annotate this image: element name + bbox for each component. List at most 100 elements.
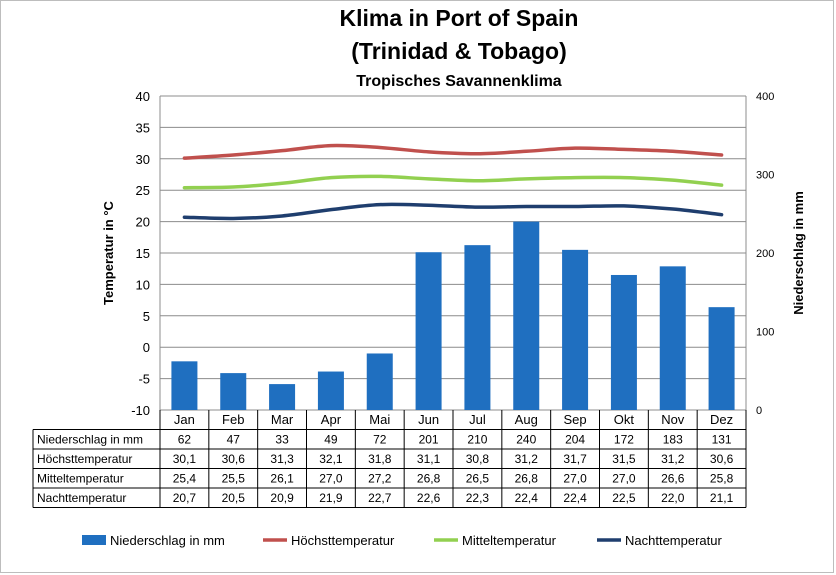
- bar-niederschlag: [317, 371, 344, 410]
- x-tick-label: Nov: [661, 412, 685, 427]
- table-cell: 31,8: [368, 452, 392, 466]
- table-cell: 172: [614, 433, 634, 447]
- table-cell: 183: [663, 433, 683, 447]
- line-h-chsttemperatur: [182, 143, 724, 160]
- y-left-tick-label: 35: [136, 120, 150, 135]
- x-tick-label: Okt: [614, 412, 635, 427]
- y-left-tick-label: 40: [136, 89, 150, 104]
- legend-label: Mitteltemperatur: [462, 533, 557, 548]
- table-cell: 72: [373, 433, 387, 447]
- table-cell: 31,3: [270, 452, 294, 466]
- legend-label: Niederschlag in mm: [110, 533, 225, 548]
- table-cell: 20,9: [270, 491, 294, 505]
- table-cell: 27,0: [612, 472, 636, 486]
- table-cell: 27,0: [319, 472, 343, 486]
- table-cell: 49: [324, 433, 338, 447]
- table-cell: 30,6: [222, 452, 246, 466]
- y-right-tick-label: 200: [756, 248, 774, 260]
- bar-niederschlag: [610, 274, 637, 410]
- table-row-label: Mitteltemperatur: [37, 472, 124, 486]
- table-cell: 31,7: [563, 452, 587, 466]
- bar-niederschlag: [562, 249, 589, 410]
- y-left-tick-label: 5: [143, 309, 150, 324]
- table-cell: 26,1: [270, 472, 294, 486]
- table-cell: 20,5: [222, 491, 246, 505]
- table-cell: 32,1: [319, 452, 343, 466]
- x-tick-label: Jan: [174, 412, 195, 427]
- legend-swatch-bar: [82, 535, 106, 545]
- y-right-tick-label: 300: [756, 170, 774, 182]
- table-cell: 22,4: [563, 491, 587, 505]
- chart-title: Klima in Port of Spain: [339, 5, 579, 31]
- chart-subtitle: Tropisches Savannenklima: [356, 73, 562, 90]
- table-cell: 31,1: [417, 452, 441, 466]
- table-cell: 201: [419, 433, 439, 447]
- bar-niederschlag: [269, 384, 296, 410]
- table-cell: 204: [565, 433, 585, 447]
- bar-niederschlag: [220, 373, 247, 410]
- table-cell: 26,6: [661, 472, 685, 486]
- table-cell: 30,8: [466, 452, 490, 466]
- x-tick-label: Sep: [564, 412, 587, 427]
- bar-niederschlag: [415, 252, 442, 410]
- table-cell: 20,7: [173, 491, 197, 505]
- table-cell: 31,2: [661, 452, 685, 466]
- table-cell: 210: [467, 433, 487, 447]
- table-row-label: Höchsttemperatur: [37, 452, 132, 466]
- table-cell: 22,4: [515, 491, 539, 505]
- bar-niederschlag: [464, 245, 491, 410]
- table-cell: 22,5: [612, 491, 636, 505]
- table-cell: 22,6: [417, 491, 441, 505]
- table-cell: 22,7: [368, 491, 392, 505]
- table-cell: 21,9: [319, 491, 343, 505]
- table-cell: 25,4: [173, 472, 197, 486]
- y-right-tick-label: 100: [756, 327, 774, 339]
- y-left-tick-label: 0: [143, 340, 150, 355]
- table-cell: 26,5: [466, 472, 490, 486]
- table-cell: 30,1: [173, 452, 197, 466]
- line-mitteltemperatur: [182, 174, 724, 190]
- table-cell: 131: [712, 433, 732, 447]
- x-tick-label: Mar: [271, 412, 294, 427]
- table-cell: 22,3: [466, 491, 490, 505]
- table-cell: 30,6: [710, 452, 734, 466]
- x-tick-label: Jun: [418, 412, 439, 427]
- bar-niederschlag: [659, 266, 686, 410]
- y-right-tick-label: 0: [756, 405, 762, 417]
- bar-niederschlag: [171, 361, 198, 410]
- table-cell: 27,2: [368, 472, 392, 486]
- x-tick-label: Apr: [321, 412, 342, 427]
- y-left-tick-label: -5: [138, 372, 150, 387]
- x-tick-label: Dez: [710, 412, 733, 427]
- table-cell: 33: [275, 433, 289, 447]
- x-tick-label: Mai: [369, 412, 390, 427]
- table-cell: 26,8: [417, 472, 441, 486]
- x-tick-label: Jul: [469, 412, 486, 427]
- y-left-tick-label: -10: [131, 403, 150, 418]
- bar-niederschlag: [513, 221, 540, 410]
- table-cell: 25,8: [710, 472, 734, 486]
- y-left-tick-label: 20: [136, 215, 150, 230]
- y-right-tick-label: 400: [756, 91, 774, 103]
- table-cell: 27,0: [563, 472, 587, 486]
- x-tick-label: Feb: [222, 412, 244, 427]
- table-cell: 31,5: [612, 452, 636, 466]
- bar-niederschlag: [708, 307, 735, 410]
- table-cell: 240: [516, 433, 536, 447]
- line-nachttemperatur: [182, 202, 724, 221]
- y-axis-left-title: Temperatur in °C: [101, 200, 116, 305]
- table-cell: 25,5: [222, 472, 246, 486]
- y-left-tick-label: 10: [136, 277, 150, 292]
- y-axis-right-title: Niederschlag in mm: [791, 191, 806, 315]
- table-row-label: Niederschlag in mm: [37, 433, 143, 447]
- y-left-tick-label: 30: [136, 152, 150, 167]
- table-cell: 22,0: [661, 491, 685, 505]
- table-cell: 26,8: [515, 472, 539, 486]
- bar-niederschlag: [366, 353, 393, 410]
- legend-label: Höchsttemperatur: [291, 533, 395, 548]
- table-cell: 62: [178, 433, 192, 447]
- x-tick-label: Aug: [515, 412, 538, 427]
- y-left-tick-label: 25: [136, 183, 150, 198]
